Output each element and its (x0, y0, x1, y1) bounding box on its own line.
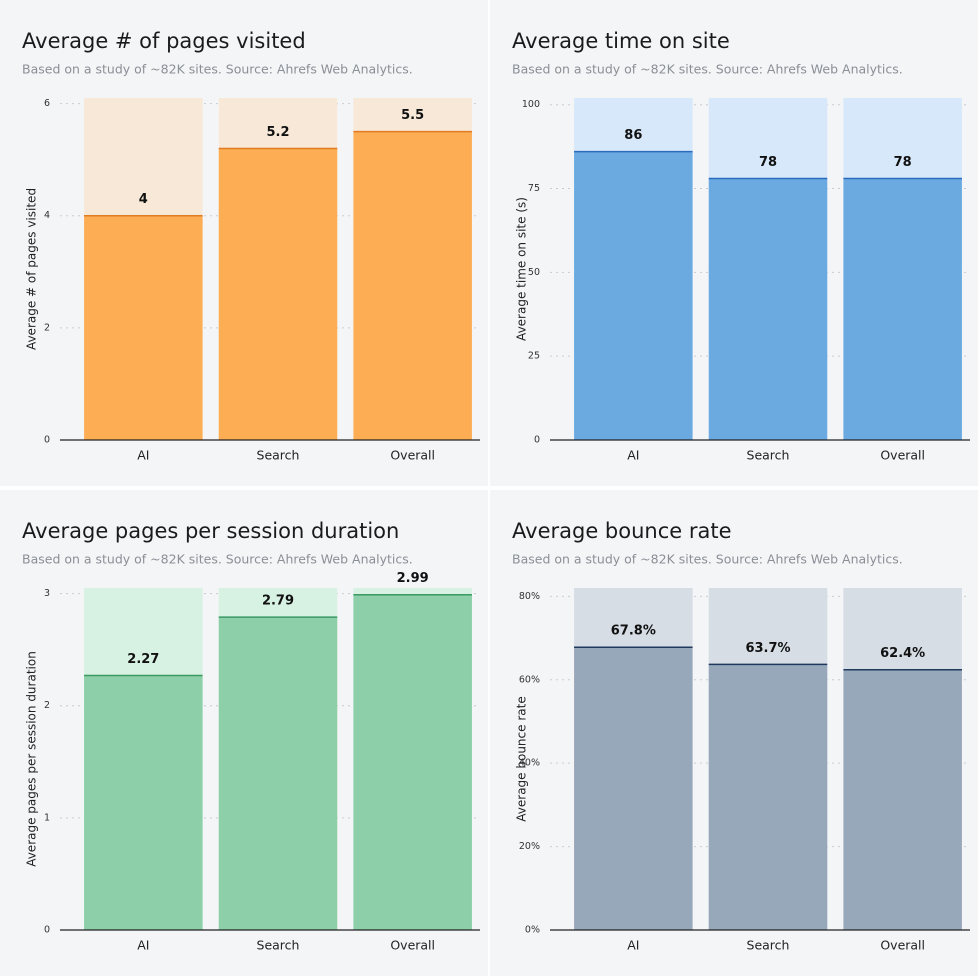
value-label: 63.7% (745, 641, 790, 656)
y-tick-label: 2 (44, 700, 50, 711)
value-label: 4 (139, 192, 148, 207)
bar (218, 148, 338, 440)
x-tick-label: AI (627, 938, 639, 953)
y-tick-label: 0% (525, 925, 540, 936)
bar (218, 617, 338, 930)
y-tick-label: 80% (519, 591, 540, 602)
x-tick-label: AI (137, 448, 149, 463)
chart-title: Average bounce rate (512, 519, 732, 543)
chart-title: Average time on site (512, 29, 730, 53)
x-tick-label: Overall (390, 938, 435, 953)
bar (84, 675, 203, 930)
bar (574, 151, 693, 440)
y-tick-label: 6 (44, 98, 50, 109)
x-tick-label: Search (257, 938, 300, 953)
value-label: 2.99 (397, 571, 429, 586)
x-tick-label: AI (627, 448, 639, 463)
x-tick-label: Search (257, 448, 300, 463)
bar (708, 178, 828, 440)
value-label: 67.8% (611, 624, 656, 639)
bar (353, 594, 472, 930)
value-label: 5.5 (401, 108, 424, 123)
y-tick-label: 75 (528, 183, 540, 194)
chart-panel: Average bounce rate Based on a study of ~… (490, 490, 978, 976)
y-tick-label: 0 (44, 435, 50, 446)
bar (574, 647, 693, 930)
y-tick-label: 60% (519, 674, 540, 685)
chart-subtitle: Based on a study of ~82K sites. Source: … (512, 62, 903, 77)
chart-title: Average # of pages visited (22, 29, 306, 53)
value-label: 86 (624, 128, 642, 143)
bar (843, 669, 962, 930)
value-label: 78 (759, 155, 777, 170)
y-tick-label: 50 (528, 267, 540, 278)
y-tick-label: 40% (519, 758, 540, 769)
y-axis-label: Average pages per session duration (25, 651, 39, 867)
x-tick-label: Overall (390, 448, 435, 463)
y-tick-label: 4 (44, 210, 50, 221)
y-tick-label: 20% (519, 841, 540, 852)
chart-subtitle: Based on a study of ~82K sites. Source: … (22, 552, 413, 567)
y-tick-label: 0 (44, 925, 50, 936)
value-label: 62.4% (880, 646, 925, 661)
value-label: 2.79 (262, 594, 294, 609)
bar (843, 178, 962, 440)
chart-subtitle: Based on a study of ~82K sites. Source: … (512, 552, 903, 567)
chart-panel: Average # of pages visited Based on a stu… (0, 0, 488, 486)
chart-panel: Average time on site Based on a study of … (490, 0, 978, 486)
y-tick-label: 25 (528, 351, 540, 362)
y-tick-label: 1 (44, 812, 50, 823)
y-axis-label: Average bounce rate (515, 696, 529, 821)
chart-title: Average pages per session duration (22, 519, 399, 543)
y-tick-label: 0 (534, 435, 540, 446)
x-tick-label: Overall (880, 938, 925, 953)
y-axis-label: Average time on site (s) (515, 197, 529, 341)
value-label: 2.27 (127, 652, 159, 667)
bar (84, 215, 203, 440)
chart-panel: Average pages per session duration Based … (0, 490, 488, 976)
y-axis-label: Average # of pages visited (25, 188, 39, 350)
y-tick-label: 100 (522, 99, 540, 110)
x-tick-label: AI (137, 938, 149, 953)
x-tick-label: Search (747, 938, 790, 953)
x-tick-label: Search (747, 448, 790, 463)
bar (708, 664, 828, 930)
value-label: 78 (894, 155, 912, 170)
value-label: 5.2 (266, 125, 289, 140)
x-tick-label: Overall (880, 448, 925, 463)
bar (353, 131, 472, 440)
y-tick-label: 3 (44, 588, 50, 599)
y-tick-label: 2 (44, 322, 50, 333)
chart-subtitle: Based on a study of ~82K sites. Source: … (22, 62, 413, 77)
